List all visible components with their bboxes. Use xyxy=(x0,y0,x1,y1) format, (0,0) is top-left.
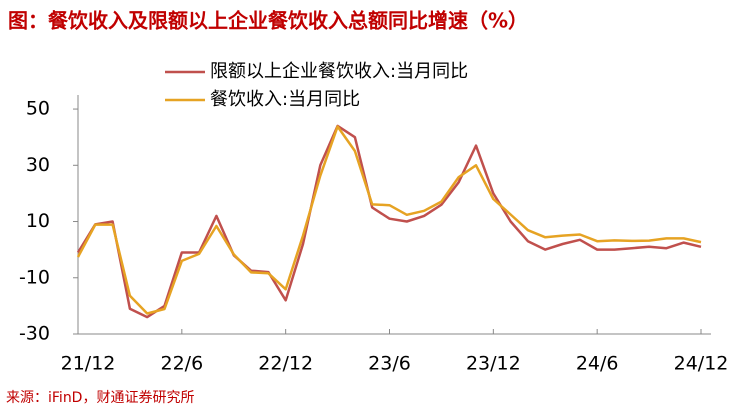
series-line xyxy=(76,125,702,315)
x-tick-label: 24/6 xyxy=(576,353,619,375)
chart-title: 图：餐饮收入及限额以上企业餐饮收入总额同比增速（%） xyxy=(8,9,528,33)
y-tick-label: 10 xyxy=(26,210,50,232)
y-tick-label: -30 xyxy=(19,323,50,345)
y-tick-label: 50 xyxy=(26,98,50,120)
x-tick-label: 24/12 xyxy=(674,353,729,375)
x-tick-label: 22/12 xyxy=(258,353,313,375)
x-tick-label: 21/12 xyxy=(61,353,116,375)
y-tick-label: -10 xyxy=(19,266,50,288)
series-line xyxy=(76,124,702,319)
legend-label: 限额以上企业餐饮收入:当月同比 xyxy=(210,61,468,82)
x-tick-label: 23/12 xyxy=(466,353,521,375)
legend-label: 餐饮收入:当月同比 xyxy=(210,89,360,110)
y-tick-label: 30 xyxy=(26,154,50,176)
source: 来源：iFinD，财通证券研究所 xyxy=(6,390,194,406)
x-tick-label: 23/6 xyxy=(368,353,411,375)
x-tick-label: 22/6 xyxy=(160,353,203,375)
